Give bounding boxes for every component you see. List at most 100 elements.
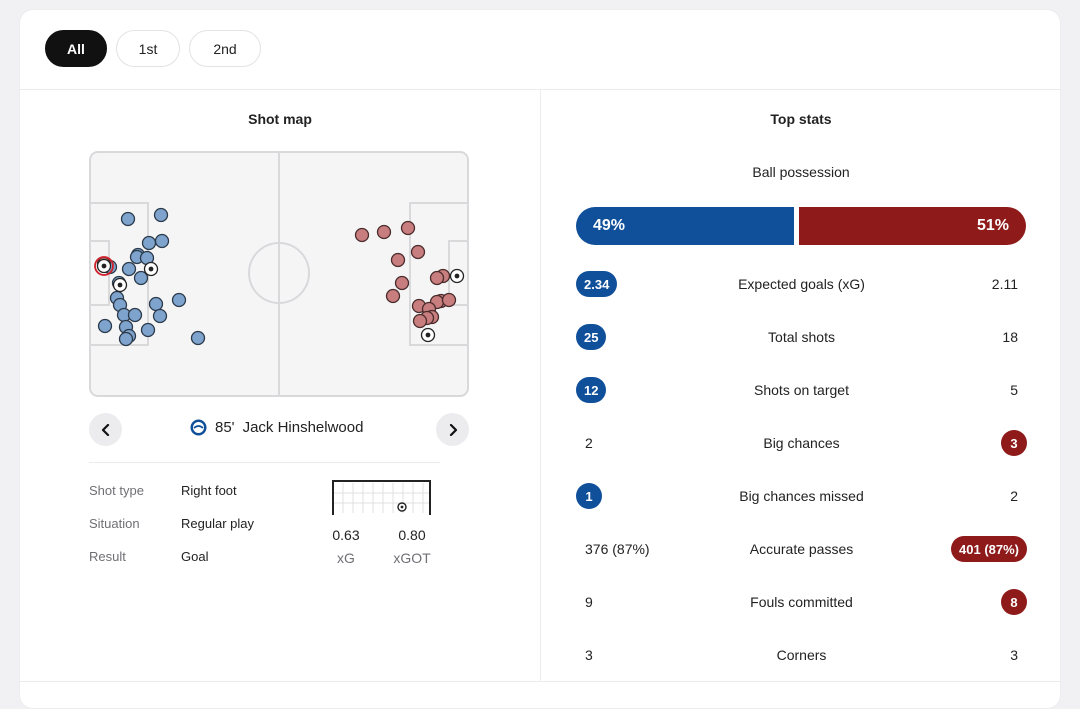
tab-all[interactable]: All xyxy=(45,30,107,67)
stat-row: 25 Total shots 18 xyxy=(576,323,1027,351)
away-shot-marker[interactable] xyxy=(385,288,401,304)
stat-home-value: 2.34 xyxy=(576,270,618,298)
xg-value: 0.63 xyxy=(332,527,360,543)
goal-frame-icon xyxy=(332,480,431,515)
stat-home-text: 1 xyxy=(576,483,602,509)
xgot-label: xGOT xyxy=(393,550,431,566)
home-shot-marker[interactable] xyxy=(154,233,170,249)
home-shot-marker[interactable] xyxy=(118,331,134,347)
possession-label: Ball possession xyxy=(752,164,850,180)
stat-away-text: 18 xyxy=(1002,329,1018,345)
xg-label: xG xyxy=(337,550,355,566)
away-shot-marker[interactable] xyxy=(354,227,370,243)
stat-name: Shots on target xyxy=(754,382,849,398)
stat-away-value: 8 xyxy=(1001,588,1027,616)
away-shot-marker[interactable] xyxy=(441,292,457,308)
stat-name: Accurate passes xyxy=(749,541,854,557)
stat-home-text: 9 xyxy=(585,594,593,610)
stat-away-value: 2 xyxy=(1001,482,1027,510)
team-badge-icon xyxy=(190,419,207,436)
previous-shot-button[interactable] xyxy=(89,413,122,446)
stat-name: Fouls committed xyxy=(750,594,853,610)
stat-name: Big chances missed xyxy=(739,488,864,504)
shot-map-pitch[interactable] xyxy=(89,151,469,397)
result-label: Result xyxy=(89,549,126,564)
home-shot-marker[interactable] xyxy=(148,296,164,312)
stat-away-text: 401 (87%) xyxy=(951,536,1027,562)
stat-home-value: 12 xyxy=(576,376,607,404)
goal-ball-center xyxy=(117,282,123,288)
away-shot-marker[interactable] xyxy=(390,252,406,268)
home-shot-marker[interactable] xyxy=(153,207,169,223)
next-shot-button[interactable] xyxy=(436,413,469,446)
stat-away-value: 2.11 xyxy=(983,270,1027,298)
home-shot-marker[interactable] xyxy=(133,270,149,286)
away-shot-marker[interactable] xyxy=(394,275,410,291)
stat-away-text: 2 xyxy=(1010,488,1018,504)
stat-away-text: 8 xyxy=(1001,589,1027,615)
stat-home-text: 376 (87%) xyxy=(585,541,650,557)
stat-home-text: 12 xyxy=(576,377,607,403)
away-shot-marker[interactable] xyxy=(400,220,416,236)
stat-away-value: 3 xyxy=(1001,641,1027,669)
possession-home-bar: 49% xyxy=(576,207,794,245)
away-shot-marker[interactable] xyxy=(429,270,445,286)
goal-ball-center xyxy=(454,273,460,279)
top-stats-title: Top stats xyxy=(770,111,832,127)
period-tabs: All 1st 2nd xyxy=(45,30,261,67)
home-shot-marker[interactable] xyxy=(121,261,137,277)
chevron-right-icon xyxy=(449,423,457,436)
home-shot-marker[interactable] xyxy=(190,330,206,346)
stat-away-value: 18 xyxy=(993,323,1027,351)
home-shot-marker[interactable] xyxy=(127,307,143,323)
home-shot-marker[interactable] xyxy=(171,292,187,308)
stat-name: Big chances xyxy=(763,435,840,451)
stat-away-value: 401 (87%) xyxy=(951,535,1027,563)
away-shot-marker[interactable] xyxy=(376,224,392,240)
stat-home-text: 25 xyxy=(576,324,607,350)
xgot-value: 0.80 xyxy=(398,527,426,543)
stat-home-value: 1 xyxy=(576,482,602,510)
stat-row: 3 Corners 3 xyxy=(576,641,1027,669)
possession-away-value: 51% xyxy=(976,217,1009,234)
goal-ball-center xyxy=(101,263,107,269)
stat-away-text: 3 xyxy=(1010,647,1018,663)
stat-row: 2.34 Expected goals (xG) 2.11 xyxy=(576,270,1027,298)
stat-row: 376 (87%) Accurate passes 401 (87%) xyxy=(576,535,1027,563)
stat-row: 2 Big chances 3 xyxy=(576,429,1027,457)
column-divider xyxy=(540,89,541,681)
home-shot-marker[interactable] xyxy=(120,211,136,227)
stat-away-text: 2.11 xyxy=(991,276,1018,292)
selected-shot-header: 85' Jack Hinshelwood xyxy=(190,419,363,436)
stat-home-value: 9 xyxy=(576,588,602,616)
stat-away-text: 3 xyxy=(1001,430,1027,456)
situation-value: Regular play xyxy=(181,516,254,531)
home-shot-marker[interactable] xyxy=(97,318,113,334)
stat-home-value: 2 xyxy=(576,429,602,457)
shot-details-divider xyxy=(89,462,440,463)
home-shot-markers xyxy=(97,207,206,347)
stat-away-value: 5 xyxy=(1001,376,1027,404)
footer-divider xyxy=(19,681,1061,682)
tab-first-half[interactable]: 1st xyxy=(116,30,180,67)
shot-minute: 85' xyxy=(215,419,235,436)
situation-label: Situation xyxy=(89,516,140,531)
selected-shot-ring xyxy=(94,256,114,276)
tab-second-half[interactable]: 2nd xyxy=(189,30,261,67)
home-shot-marker[interactable] xyxy=(140,322,156,338)
shot-type-value: Right foot xyxy=(181,483,237,498)
stat-name: Expected goals (xG) xyxy=(738,276,865,292)
away-shot-marker[interactable] xyxy=(410,244,426,260)
stat-home-text: 3 xyxy=(585,647,593,663)
possession-home-value: 49% xyxy=(593,217,626,234)
home-shot-marker[interactable] xyxy=(152,308,168,324)
home-shot-marker[interactable] xyxy=(141,235,157,251)
stat-name: Total shots xyxy=(768,329,835,345)
away-shot-marker[interactable] xyxy=(412,313,428,329)
stat-row: 1 Big chances missed 2 xyxy=(576,482,1027,510)
stat-home-value: 25 xyxy=(576,323,607,351)
stat-away-text: 5 xyxy=(1010,382,1018,398)
goal-ball-center xyxy=(425,332,431,338)
shot-player-name: Jack Hinshelwood xyxy=(242,419,364,436)
possession-away-bar: 51% xyxy=(799,207,1026,245)
